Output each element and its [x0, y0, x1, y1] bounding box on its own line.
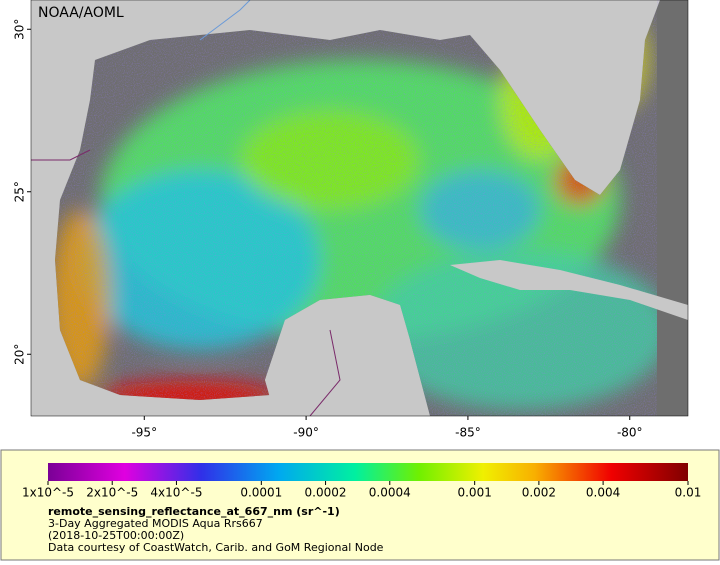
- land: [265, 295, 420, 416]
- river: [199, 0, 251, 41]
- colorbar-tick-label: 2x10^-5: [86, 486, 138, 500]
- lat-tick-label: 20°: [13, 344, 27, 365]
- colorbar: [48, 463, 688, 481]
- map-area: NOAA/AOML: [31, 0, 688, 416]
- colorbar-tick-label: 0.01: [675, 486, 702, 500]
- colorbar-tick-label: 0.0002: [305, 486, 347, 500]
- credit-box: [33, 2, 117, 24]
- colorbar-tick-label: 0.0001: [240, 486, 282, 500]
- lon-tick-label: -95°: [131, 426, 157, 440]
- land: [450, 260, 688, 320]
- colorbar-tick-label: 0.002: [522, 486, 556, 500]
- map-frame: [30, 0, 689, 417]
- border: [309, 329, 341, 416]
- colorbar-tick-label: 4x10^-5: [150, 486, 202, 500]
- colorbar-tick-label: 0.001: [457, 486, 491, 500]
- colorbar-tick-label: 0.004: [586, 486, 620, 500]
- border: [31, 149, 91, 161]
- lat-tick-label: 30°: [13, 19, 27, 40]
- lat-tick-label: 25°: [13, 181, 27, 202]
- colorbar-tick-label: 0.0004: [369, 486, 411, 500]
- data-source: Data courtesy of CoastWatch, Carib. and …: [48, 541, 384, 554]
- lon-tick-label: -90°: [293, 426, 319, 440]
- lon-tick-label: -80°: [617, 426, 643, 440]
- colorbar-tick-label: 1x10^-5: [22, 486, 74, 500]
- product-name: 3-Day Aggregated MODIS Aqua Rrs667: [48, 517, 263, 530]
- variable-name: remote_sensing_reflectance_at_667_nm (sr…: [48, 505, 340, 518]
- lon-tick-label: -85°: [455, 426, 481, 440]
- map-credit: NOAA/AOML: [38, 5, 124, 21]
- time-stamp: (2018-10-25T00:00:00Z): [48, 529, 184, 542]
